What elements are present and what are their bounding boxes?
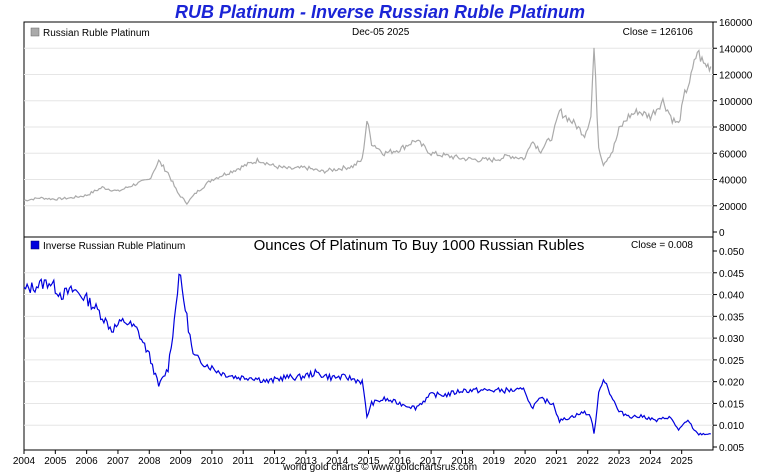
top-y-tick-label: 0 [719,228,725,239]
top-y-tick-label: 40000 [719,176,747,187]
x-tick-label: 2005 [44,456,67,467]
bottom-gridlines [24,272,713,426]
x-tick-label: 2018 [451,456,474,467]
bottom-legend-swatch [30,240,40,250]
bottom-y-tick-label: 0.005 [719,443,744,454]
top-panel-frame [23,21,714,238]
top-close-label: Close = 126106 [623,27,694,38]
x-tick-label: 2025 [671,456,694,467]
top-legend-swatch [30,27,40,37]
x-axis: 2004 2005 2006 2007 2008 2009 2010 2011 2012 2013… [13,450,693,467]
bottom-y-axis: 0.005 0.010 0.015 0.020 0.025 0.030 0.035 0.040… [713,247,744,454]
x-tick-label: 2007 [107,456,130,467]
chart-title: RUB Platinum - Inverse Russian Ruble Pla… [174,2,586,22]
bottom-panel: 0.005 0.010 0.015 0.020 0.025 0.030 0.035 0.040… [23,236,744,454]
x-tick-label: 2019 [483,456,506,467]
bottom-y-tick-label: 0.010 [719,421,744,432]
x-tick-label: 2008 [138,456,161,467]
x-tick-label: 2021 [545,456,568,467]
top-legend-label: Russian Ruble Platinum [43,28,150,39]
bottom-y-tick-label: 0.045 [719,269,744,280]
bottom-y-tick-label: 0.025 [719,356,744,367]
x-tick-label: 2010 [201,456,224,467]
top-date-label: Dec-05 2025 [352,27,410,38]
bottom-y-tick-label: 0.015 [719,399,744,410]
top-panel: 0 20000 40000 60000 80000 100000 120000 140000 1… [23,18,753,239]
x-tick-label: 2012 [263,456,286,467]
top-y-tick-label: 80000 [719,123,747,134]
x-tick-label: 2020 [514,456,537,467]
x-tick-label: 2015 [357,456,380,467]
top-y-tick-label: 60000 [719,149,747,160]
x-tick-label: 2014 [326,456,349,467]
x-tick-label: 2023 [608,456,631,467]
x-tick-label: 2024 [639,456,662,467]
x-tick-label: 2016 [389,456,412,467]
x-tick-label: 2011 [232,456,254,467]
x-tick-label: 2006 [76,456,99,467]
bottom-series-line [23,273,711,436]
top-y-tick-label: 100000 [719,97,753,108]
top-y-tick-label: 20000 [719,202,747,213]
x-tick-label: 2009 [169,456,192,467]
top-y-axis: 0 20000 40000 60000 80000 100000 120000 140000 1… [713,18,753,239]
top-series-line [23,47,712,206]
x-tick-label: 2013 [295,456,318,467]
bottom-y-tick-label: 0.030 [719,334,744,345]
footer-credit: world gold charts © www.goldchartsrus.co… [282,462,478,473]
x-tick-label: 2004 [13,456,36,467]
top-y-tick-label: 160000 [719,18,753,29]
x-tick-label: 2022 [577,456,600,467]
bottom-panel-frame [23,236,714,451]
bottom-y-tick-label: 0.040 [719,291,744,302]
bottom-y-tick-label: 0.020 [719,378,744,389]
x-tick-label: 2017 [420,456,443,467]
bottom-subtitle: Ounces Of Platinum To Buy 1000 Russian R… [254,237,585,254]
bottom-y-tick-label: 0.050 [719,247,744,258]
bottom-legend-label: Inverse Russian Ruble Platinum [43,241,185,252]
top-y-tick-label: 140000 [719,44,753,55]
bottom-close-label: Close = 0.008 [631,240,693,251]
top-y-tick-label: 120000 [719,71,753,82]
bottom-y-tick-label: 0.035 [719,312,744,323]
